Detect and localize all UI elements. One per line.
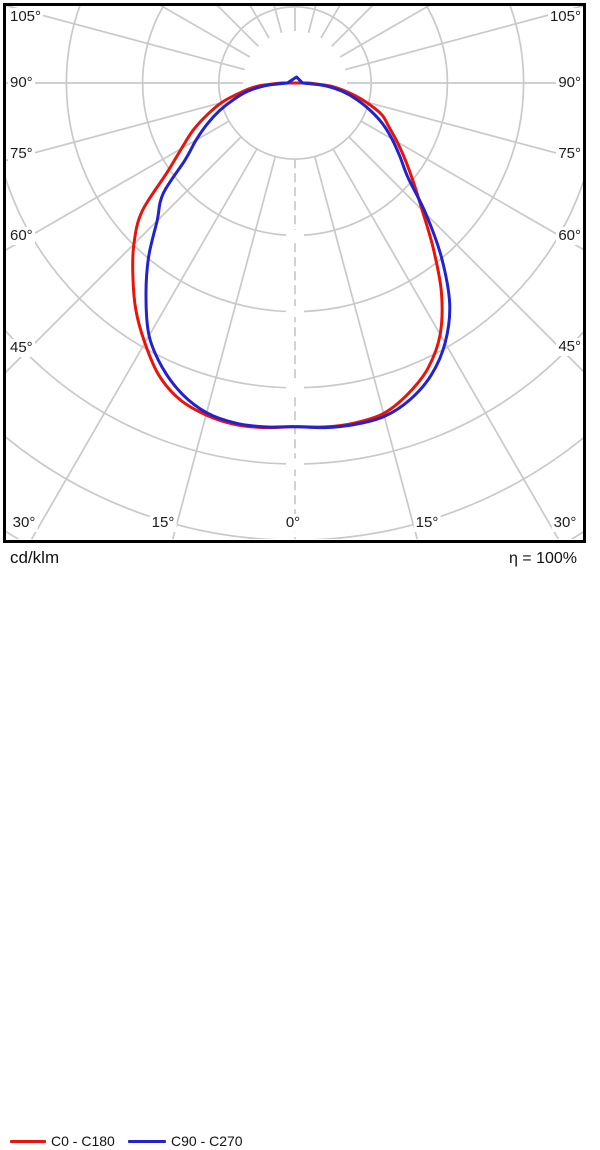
grid-hub-spoke <box>320 17 334 39</box>
legend-line-c0-c180 <box>10 1140 46 1143</box>
gamma-label-bottom-0: 0° <box>283 514 303 532</box>
legend-line-c90-c270 <box>128 1140 166 1143</box>
grid-hub-spoke <box>307 10 316 33</box>
efficiency-label: η = 100% <box>508 550 577 567</box>
gamma-label-right-60: 60° <box>556 227 583 245</box>
curve-c90-c270 <box>144 75 452 430</box>
grid-spoke <box>360 120 583 251</box>
grid-spoke <box>368 6 583 65</box>
grid-hub-spoke <box>241 29 259 47</box>
radial-unit-label: cd/klm <box>10 548 60 567</box>
gamma-label-right-90: 90° <box>556 74 583 92</box>
legend-label-c0-c180: C0 - C180 <box>51 1133 115 1149</box>
plot-frame <box>3 3 586 543</box>
gamma-label-bottom-15L: 15° <box>149 514 177 532</box>
grid-label-gap <box>286 306 304 318</box>
grid-spoke <box>368 101 583 162</box>
gamma-label-left-60: 60° <box>8 227 35 245</box>
polar-photometric-diagram: 105° 90° 75° 60° 45° 105° 90° 75° 60° 45… <box>3 3 586 1149</box>
grid-spoke <box>332 148 560 539</box>
gamma-label-bottom-30R: 30° <box>551 514 579 532</box>
grid-label-gap <box>286 229 304 241</box>
grid-ring <box>141 6 449 237</box>
legend-label-c90-c270: C90 - C270 <box>171 1133 243 1149</box>
intensity-curves <box>131 75 452 430</box>
grid-spoke <box>30 148 258 539</box>
polar-chart-canvas <box>3 3 586 543</box>
grid-hub-spoke <box>222 62 245 71</box>
polar-grid <box>6 6 583 539</box>
grid-hub-spoke <box>229 44 251 58</box>
gamma-label-right-75: 75° <box>556 145 583 163</box>
gamma-label-right-45: 45° <box>556 338 583 356</box>
gamma-label-left-45: 45° <box>8 339 35 357</box>
gamma-label-left-75: 75° <box>8 145 35 163</box>
grid-hub-spoke <box>331 29 349 47</box>
grid-label-gap <box>286 458 304 470</box>
grid-spoke <box>6 120 230 251</box>
grid-hub-spoke <box>274 10 283 33</box>
grid-spoke <box>6 136 242 374</box>
gamma-label-left-105: 105° <box>8 8 44 26</box>
grid-spoke <box>171 156 277 539</box>
grid-hub-spoke <box>339 44 361 58</box>
grid-spoke <box>6 6 222 65</box>
grid-hub-spoke <box>345 62 368 71</box>
grid-spoke <box>6 101 222 162</box>
grid-hub-spoke <box>256 17 270 39</box>
gamma-label-bottom-15R: 15° <box>413 514 441 532</box>
grid-spoke <box>313 156 419 539</box>
curve-c0-c180 <box>131 81 444 430</box>
grid-label-gap <box>286 382 304 394</box>
gamma-label-right-105: 105° <box>547 8 583 26</box>
grid-ring <box>6 177 583 389</box>
grid-spoke <box>348 136 583 373</box>
gamma-label-left-90: 90° <box>8 74 35 92</box>
gamma-label-bottom-30L: 30° <box>10 514 38 532</box>
grid-ring <box>6 530 583 539</box>
